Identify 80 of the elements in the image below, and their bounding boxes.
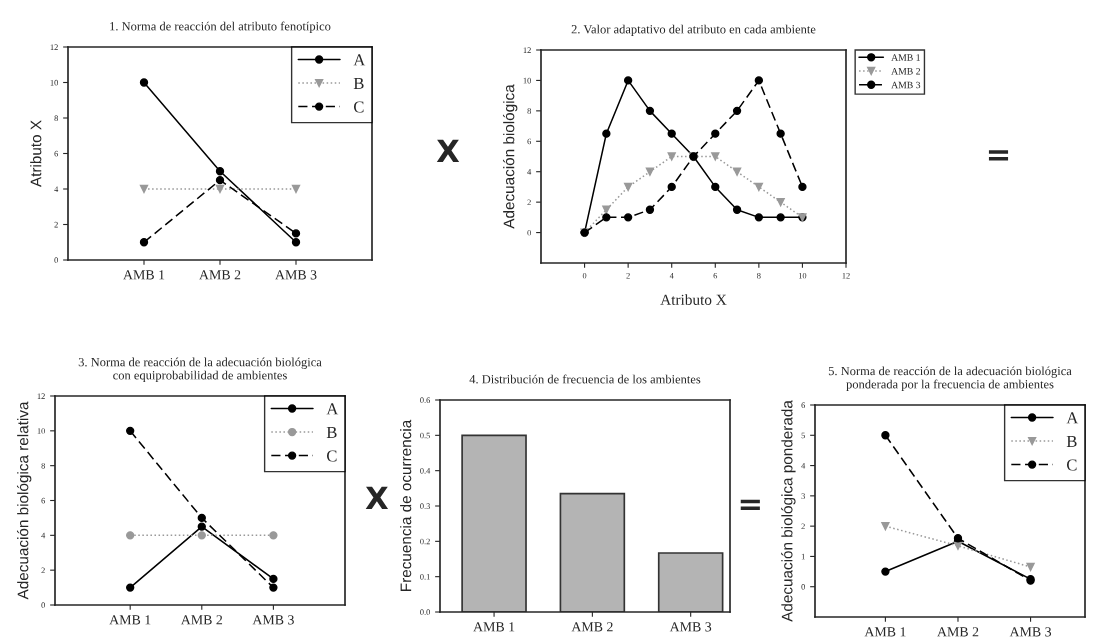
y-tick-label: 0 bbox=[41, 602, 45, 608]
y-tick-label: 12 bbox=[50, 44, 58, 50]
text: = bbox=[740, 499, 760, 511]
y-axis-title: Atributo X bbox=[30, 120, 42, 188]
y-tick-label: 4 bbox=[41, 532, 46, 539]
y-tick-label: 2 bbox=[41, 567, 45, 574]
text: X bbox=[436, 139, 460, 162]
legend-label: B bbox=[1066, 435, 1077, 447]
x-tick-label: AMB 3 bbox=[252, 615, 294, 625]
y-tick-label: 4 bbox=[801, 462, 806, 469]
y-tick-label: 0.6 bbox=[420, 397, 431, 404]
x-tick-label: AMB 2 bbox=[571, 622, 613, 632]
x-tick-label: 4 bbox=[669, 273, 674, 279]
y-tick-label: 0.0 bbox=[420, 609, 430, 616]
x-tick-label: 12 bbox=[842, 272, 850, 279]
legend-label: C bbox=[326, 450, 337, 462]
y-tick-label: 10 bbox=[50, 79, 58, 86]
y-tick-label: 0 bbox=[527, 229, 531, 236]
chart-title: 2. Valor adaptativo del atributo en cada ambiente bbox=[571, 24, 816, 36]
x-tick-label: AMB 1 bbox=[864, 627, 906, 637]
y-axis-title: Adecuación biológica ponderada bbox=[781, 400, 796, 622]
y-axis-title: Frecuencia de ocurrencia bbox=[400, 419, 412, 591]
legend-label: AMB 2 bbox=[891, 67, 921, 75]
x-tick-label: 0 bbox=[582, 272, 587, 279]
y-tick-label: 0.5 bbox=[420, 432, 430, 439]
legend-label: B bbox=[353, 77, 364, 89]
x-tick-label: AMB 2 bbox=[937, 627, 979, 637]
y-tick-label: 0.4 bbox=[420, 468, 431, 474]
legend-label: C bbox=[1066, 459, 1077, 471]
legend-label: AMB 1 bbox=[891, 54, 920, 61]
legend-label: B bbox=[326, 426, 337, 438]
chart-title: 3. Norma de reacción de la adecuación biológica con equiprobabilidad de ambientes bbox=[78, 357, 322, 382]
y-tick-label: 0 bbox=[54, 257, 58, 263]
x-axis-title: Atributo X bbox=[660, 294, 727, 305]
y-tick-label: 8 bbox=[527, 108, 531, 114]
y-tick-label: 2 bbox=[54, 221, 58, 228]
legend-label: AMB 3 bbox=[891, 81, 921, 89]
legend-label: A bbox=[326, 403, 339, 415]
text: = bbox=[988, 150, 1009, 161]
y-tick-label: 4 bbox=[54, 186, 59, 192]
chart-title: 1. Norma de reacción del atributo fenotípico bbox=[110, 21, 331, 33]
y-tick-label: 6 bbox=[801, 402, 806, 408]
legend-label: A bbox=[353, 54, 366, 66]
legend-label: A bbox=[1066, 412, 1079, 424]
text: X bbox=[365, 486, 389, 509]
x-tick-label: AMB 1 bbox=[473, 622, 515, 632]
chart-title: 5. Norma de reacción de la adecuación biológica ponderada por la frecuencia de ambientes bbox=[828, 366, 1072, 391]
x-tick-label: 8 bbox=[757, 272, 761, 279]
legend-label: C bbox=[353, 101, 364, 113]
y-tick-label: 6 bbox=[54, 150, 59, 157]
y-tick-label: 6 bbox=[41, 497, 46, 504]
y-tick-label: 0.2 bbox=[420, 538, 430, 545]
y-tick-label: 0 bbox=[801, 584, 805, 590]
y-tick-label: 10 bbox=[37, 428, 45, 434]
y-tick-label: 12 bbox=[523, 47, 531, 53]
x-tick-label: AMB 2 bbox=[199, 270, 241, 280]
x-tick-label: 6 bbox=[713, 272, 718, 279]
y-axis-title: Adecuación biológica bbox=[502, 84, 518, 229]
x-tick-label: AMB 2 bbox=[180, 615, 223, 625]
y-tick-label: 10 bbox=[523, 77, 531, 84]
x-tick-label: AMB 3 bbox=[1009, 627, 1052, 637]
y-tick-label: 2 bbox=[801, 523, 805, 530]
y-tick-label: 8 bbox=[54, 115, 58, 121]
y-tick-label: 4 bbox=[527, 169, 532, 175]
x-tick-label: AMB 1 bbox=[123, 270, 165, 280]
y-tick-label: 0.1 bbox=[420, 574, 430, 580]
y-tick-label: 3 bbox=[801, 493, 805, 499]
x-tick-label: AMB 3 bbox=[275, 270, 317, 280]
y-tick-label: 0.3 bbox=[420, 503, 430, 510]
y-axis-title: Adecuación biológica relativa bbox=[16, 401, 32, 600]
y-tick-label: 2 bbox=[527, 199, 531, 206]
x-tick-label: 2 bbox=[626, 272, 630, 279]
chart-title: 4. Distribución de frecuencia de los ambientes bbox=[469, 374, 701, 384]
y-tick-label: 1 bbox=[801, 553, 805, 560]
y-tick-label: 12 bbox=[37, 393, 45, 399]
x-tick-label: AMB 1 bbox=[109, 615, 151, 625]
x-tick-label: AMB 3 bbox=[669, 622, 712, 632]
y-tick-label: 6 bbox=[527, 138, 532, 145]
y-tick-label: 8 bbox=[41, 463, 45, 469]
y-tick-label: 5 bbox=[801, 432, 805, 439]
